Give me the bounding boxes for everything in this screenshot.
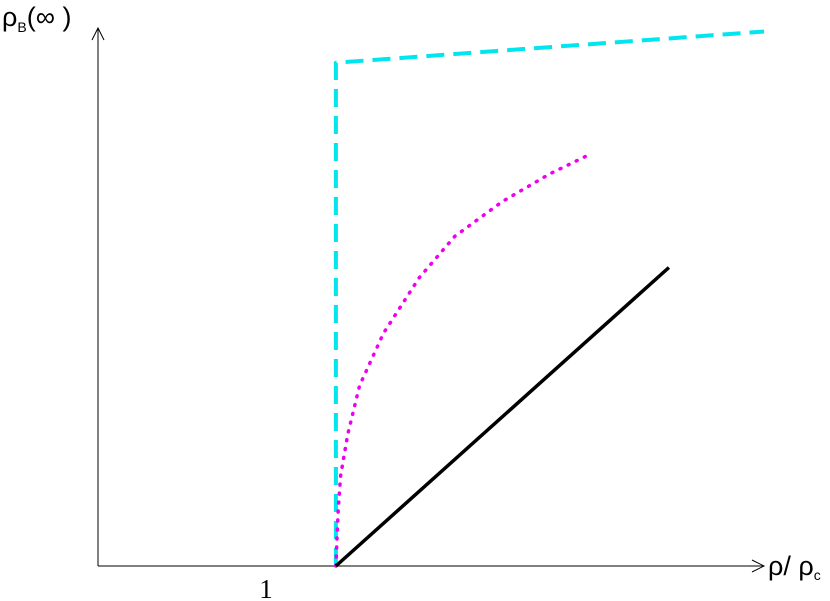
series-layer xyxy=(333,29,765,568)
x-axis-label: ρ/ ρc xyxy=(768,551,821,583)
x-axis-label-sub: c xyxy=(814,567,821,583)
y-axis-label-suffix: (∞ ) xyxy=(27,2,72,32)
x-axis-arrow xyxy=(751,559,766,573)
x-tick-label: 1 xyxy=(259,574,273,601)
y-axis-label-main: ρ xyxy=(2,2,17,32)
series-line-dotted xyxy=(334,154,588,568)
x-axis-label-main: ρ/ ρ xyxy=(768,551,814,581)
y-axis-arrow xyxy=(91,26,105,41)
y-axis-label: ρB(∞ ) xyxy=(2,2,71,35)
axes xyxy=(91,26,766,573)
series-line-solid xyxy=(334,266,671,568)
y-axis-label-sub: B xyxy=(17,19,26,35)
series-line-dashed xyxy=(333,29,765,566)
